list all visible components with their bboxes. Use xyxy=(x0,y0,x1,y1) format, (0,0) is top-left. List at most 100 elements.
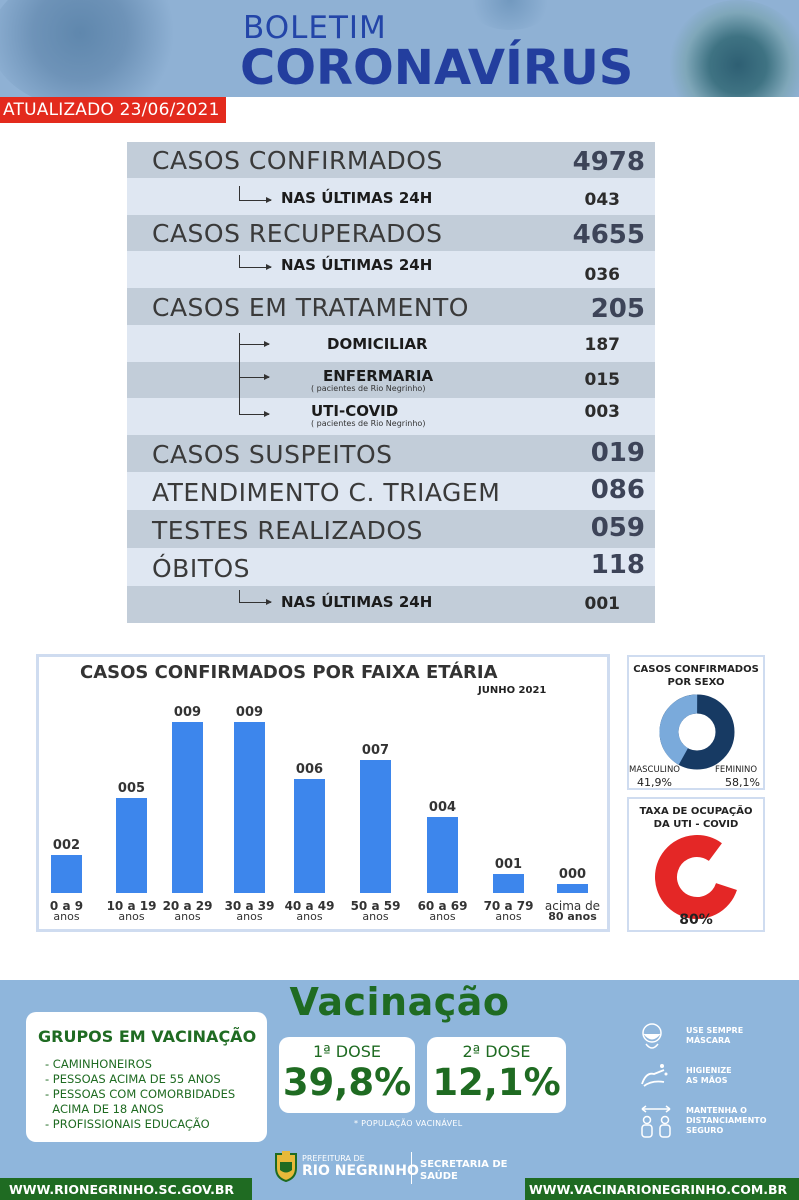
stat-row-triage: ATENDIMENTO C. TRIAGEM 086 xyxy=(127,472,655,510)
stat-row-icu: UTI-COVID ( pacientes de Rio Negrinho) 0… xyxy=(127,398,655,435)
group-item: - PESSOAS ACIMA DE 55 ANOS xyxy=(45,1072,221,1086)
title-coronavirus: CORONAVÍRUS xyxy=(240,40,634,96)
hand-wash-icon xyxy=(641,1064,668,1087)
category-sublabel: 80 anos xyxy=(548,910,597,923)
bar-value-label: 005 xyxy=(118,781,145,796)
dose2-label: 2ª DOSE xyxy=(462,1042,531,1061)
stat-sub-value: 001 xyxy=(584,594,621,614)
footer-right-bar xyxy=(525,1178,799,1200)
stat-value: 4978 xyxy=(572,147,645,177)
category-sublabel: anos xyxy=(362,910,388,923)
virus-illustration-center xyxy=(465,0,555,30)
arrow-icon xyxy=(239,197,272,203)
stat-sub-label: ENFERMARIA xyxy=(323,367,434,385)
stat-value: 059 xyxy=(590,513,645,543)
bar-1 xyxy=(116,798,147,893)
stats-table: CASOS CONFIRMADOS 4978 NAS ÚLTIMAS 24H 0… xyxy=(127,142,655,623)
arrow-icon xyxy=(239,341,270,347)
header-banner xyxy=(0,0,799,97)
groups-card xyxy=(26,1012,267,1142)
stat-label: TESTES REALIZADOS xyxy=(152,516,423,545)
arrow-icon xyxy=(239,411,270,417)
tip-hands: HIGIENIZE AS MÃOS xyxy=(686,1066,732,1085)
mask-icon xyxy=(642,1023,662,1049)
stat-label: ATENDIMENTO C. TRIAGEM xyxy=(152,478,501,507)
vaccination-title: Vacinação xyxy=(289,980,510,1024)
female-label: FEMININO xyxy=(715,765,758,775)
stat-sub-value: 015 xyxy=(584,370,621,390)
footer-left-bar xyxy=(0,1178,252,1200)
stat-row-confirmed-24h: NAS ÚLTIMAS 24H 043 xyxy=(127,178,655,215)
stat-label: CASOS SUSPEITOS xyxy=(152,440,393,469)
bar-value-label: 004 xyxy=(429,800,456,815)
stat-sub-label: UTI-COVID xyxy=(311,402,399,420)
right-url-link[interactable]: WWW.VACINARIONEGRINHO.COM.BR xyxy=(529,1182,788,1197)
category-label: 10 a 19 xyxy=(107,899,157,913)
icu-occupied-arc xyxy=(655,835,739,919)
stat-sub-value: 036 xyxy=(584,265,621,285)
category-label: 60 a 69 xyxy=(418,899,468,913)
secretaria-label: SECRETARIA DE xyxy=(420,1159,508,1170)
male-label: MASCULINO xyxy=(629,765,680,775)
stat-value: 086 xyxy=(590,475,645,505)
city-crest-icon xyxy=(275,1151,297,1182)
arrow-icon xyxy=(239,374,270,380)
chart-subtitle: JUNHO 2021 xyxy=(478,685,547,696)
bar-4 xyxy=(294,779,325,893)
group-item: ACIMA DE 18 ANOS xyxy=(45,1102,164,1116)
dose2-card: 2ª DOSE 12,1% xyxy=(427,1037,566,1113)
stat-sub-label: NAS ÚLTIMAS 24H xyxy=(281,256,433,274)
stat-value: 205 xyxy=(590,294,645,324)
city-name-logo: RIO NEGRINHO xyxy=(302,1163,419,1179)
bar-8 xyxy=(557,884,588,893)
stat-row-deaths-24h: NAS ÚLTIMAS 24H 001 xyxy=(127,586,655,623)
stat-sub-value: 043 xyxy=(584,190,621,210)
stat-value: 019 xyxy=(590,438,645,468)
population-note: * POPULAÇÃO VACINÁVEL xyxy=(354,1119,463,1128)
dose1-value: 39,8% xyxy=(282,1061,412,1104)
bar-value-label: 007 xyxy=(362,743,389,758)
category-sublabel: anos xyxy=(296,910,322,923)
stat-row-suspected: CASOS SUSPEITOS 019 xyxy=(127,435,655,472)
stat-row-recovered-24h: NAS ÚLTIMAS 24H 036 xyxy=(127,251,655,288)
updated-badge: ATUALIZADO 23/06/2021 xyxy=(0,97,226,123)
stat-sub-value: 187 xyxy=(584,335,621,355)
virus-illustration-right xyxy=(668,0,799,97)
stat-sub-note: ( pacientes de Rio Negrinho) xyxy=(311,384,426,393)
stat-row-recovered: CASOS RECUPERADOS 4655 xyxy=(127,215,655,251)
stat-row-treatment: CASOS EM TRATAMENTO 205 xyxy=(127,288,655,325)
icu-rate-value: 80% xyxy=(679,912,713,928)
prefeitura-label: PREFEITURA DE xyxy=(302,1154,365,1163)
bar-2 xyxy=(172,722,203,893)
group-item: - PESSOAS COM COMORBIDADES xyxy=(45,1087,236,1101)
tip-mask: USE SEMPRE MÁSCARA xyxy=(686,1026,744,1045)
category-sublabel: anos xyxy=(429,910,455,923)
stat-row-confirmed: CASOS CONFIRMADOS 4978 xyxy=(127,142,655,178)
category-label: 0 a 9 xyxy=(50,899,83,913)
sex-donut-chart xyxy=(659,694,735,770)
stat-label: ÓBITOS xyxy=(152,554,251,583)
category-label: 30 a 39 xyxy=(225,899,275,913)
bar-6 xyxy=(427,817,458,893)
stat-sub-label: DOMICILIAR xyxy=(327,335,428,353)
arrow-icon xyxy=(239,264,272,270)
stat-row-deaths: ÓBITOS 118 xyxy=(127,548,655,586)
footer-divider xyxy=(411,1152,412,1184)
tip-distance: MANTENHA O DISTANCIAMENTO SEGURO xyxy=(686,1106,767,1135)
left-url-link[interactable]: WWW.RIONEGRINHO.SC.GOV.BR xyxy=(9,1182,234,1197)
bar-value-label: 001 xyxy=(495,857,522,872)
bar-value-label: 000 xyxy=(559,867,586,882)
arrow-icon xyxy=(239,599,272,605)
bar-value-label: 002 xyxy=(53,838,80,853)
stat-row-tests: TESTES REALIZADOS 059 xyxy=(127,510,655,548)
virus-illustration-left xyxy=(0,0,190,97)
bar-3 xyxy=(234,722,265,893)
stat-sub-label: NAS ÚLTIMAS 24H xyxy=(281,593,433,611)
saude-label: SAÚDE xyxy=(420,1171,458,1182)
bar-7 xyxy=(493,874,524,893)
bar-5 xyxy=(360,760,391,893)
icu-title-line2: DA UTI - COVID xyxy=(653,819,739,830)
stat-label: CASOS RECUPERADOS xyxy=(152,219,443,248)
stat-row-ward: ENFERMARIA ( pacientes de Rio Negrinho) … xyxy=(127,362,655,398)
